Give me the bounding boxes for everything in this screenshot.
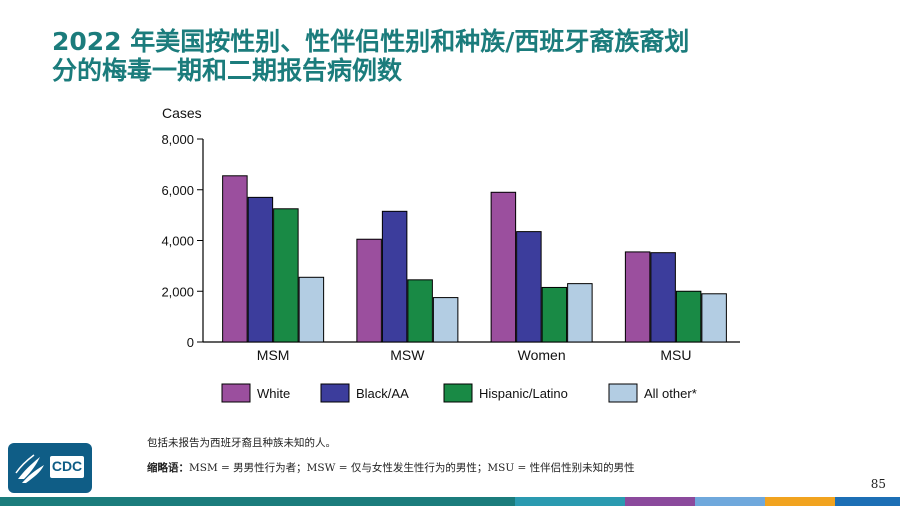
x-category-label: MSM [257,347,290,363]
cdc-logo-box [50,456,84,478]
legend-swatch [443,383,473,403]
legend-swatch [608,383,638,403]
stripe-segment [835,497,900,506]
legend-label: Hispanic/Latino [479,386,568,401]
bar [432,297,459,343]
slide-title: 2022 年美国按性别、性伴侣性别和种族/西班牙裔族裔划 分的梅毒一期和二期报告… [52,27,852,85]
abbreviations: 缩略语：MSM = 男男性行为者；MSW = 仅与女性发生性行为的男性；MSU … [147,460,635,475]
bar [273,208,299,343]
y-tick-label: 6,000 [161,183,194,198]
legend-swatch [320,383,350,403]
y-axis-label: Cases [162,105,202,121]
y-tick-label: 0 [187,335,194,350]
bar [247,196,274,343]
bar [381,210,408,343]
bar-chart: Cases 0 2,000 4,000 6,000 8,000 MSM MSW Women MSU… [161,105,740,403]
stripe-segment [765,497,835,506]
bar [222,175,248,343]
stripe-segment [0,497,515,506]
x-category-label: MSW [390,347,425,363]
page-number: 85 [870,477,886,491]
stripe-segment [695,497,765,506]
legend-label: White [257,386,290,401]
y-tick-label: 4,000 [161,234,194,249]
hhs-eagle-icon [15,454,44,483]
stripe-segment [625,497,695,506]
bar [624,251,651,343]
legend-label: Black/AA [356,386,409,401]
bar [516,231,542,343]
bar [298,276,325,343]
y-tick-label: 8,000 [161,132,194,147]
footer-stripe [0,497,900,506]
bar [490,191,517,343]
bar [701,293,727,343]
y-tick-label: 2,000 [161,284,194,299]
bar [675,290,702,343]
bar [356,238,382,343]
abbreviations-text: MSM = 男男性行为者；MSW = 仅与女性发生性行为的男性；MSU = 性伴… [189,462,635,474]
bar [541,286,568,343]
footnote: 包括未报告为西班牙裔且种族未知的人。 [147,437,336,449]
x-category-label: MSU [660,347,691,363]
abbreviations-label: 缩略语： [147,462,189,474]
bar [407,279,433,343]
x-category-label: Women [518,347,566,363]
stripe-segment [515,497,625,506]
cdc-logo-text: CDC [51,458,83,474]
bar [650,252,676,343]
slide-title-line2: 分的梅毒一期和二期报告病例数 [52,56,403,85]
bar [567,283,593,343]
legend-swatch [221,383,251,403]
slide-title-line1: 2022 年美国按性别、性伴侣性别和种族/西班牙裔族裔划 [52,27,690,56]
cdc-logo: CDC [8,443,92,493]
legend-label: All other* [644,386,697,401]
